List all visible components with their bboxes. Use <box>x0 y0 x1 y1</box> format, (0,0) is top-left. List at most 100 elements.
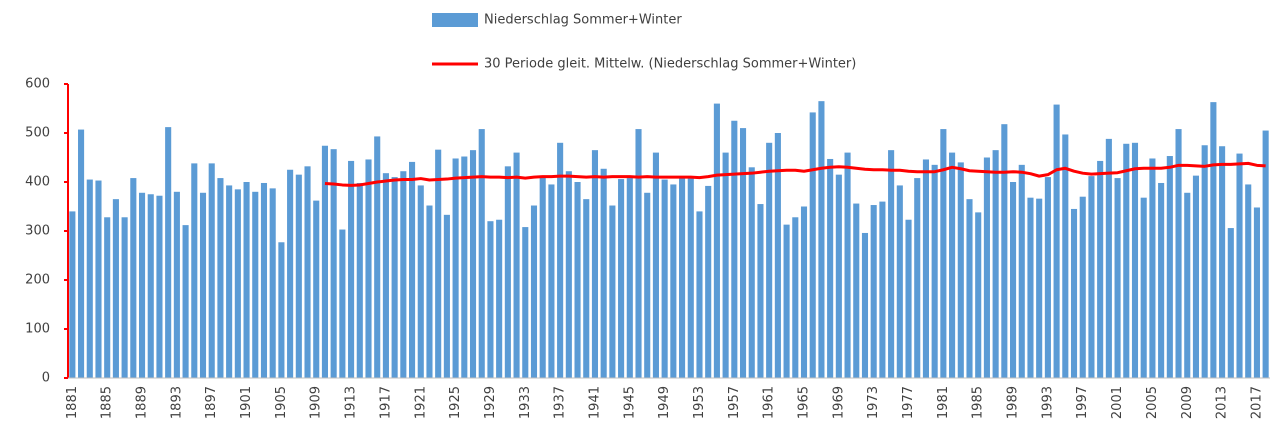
bar <box>957 162 964 378</box>
bar <box>591 150 599 378</box>
bar <box>278 242 285 378</box>
x-tick-label: 1953 <box>692 386 707 419</box>
bar <box>1227 228 1234 378</box>
y-tick-label: 400 <box>25 175 50 190</box>
bar <box>949 152 956 378</box>
bar <box>1140 197 1147 378</box>
bar <box>339 229 346 378</box>
bar <box>879 201 886 378</box>
bar <box>252 191 259 378</box>
bar <box>905 219 912 378</box>
bar <box>731 120 738 378</box>
bar <box>530 205 538 378</box>
bar <box>243 182 250 378</box>
legend-label: 30 Periode gleit. Mittelw. (Niederschlag… <box>484 57 856 72</box>
bar <box>975 212 982 378</box>
bar <box>217 178 224 378</box>
bar <box>461 156 468 378</box>
x-tick-label: 1925 <box>448 386 463 419</box>
bar <box>705 185 712 378</box>
bar <box>130 178 137 378</box>
x-tick-label: 2005 <box>1145 386 1160 419</box>
bar <box>504 166 511 378</box>
bar <box>295 174 302 378</box>
bar <box>86 179 93 378</box>
bar <box>374 136 381 378</box>
x-tick-label: 1921 <box>413 386 428 419</box>
bar <box>522 227 529 378</box>
bar <box>844 152 851 378</box>
bar <box>165 127 172 379</box>
bar <box>722 152 729 378</box>
bar <box>914 178 921 378</box>
x-tick-label: 1905 <box>274 386 289 419</box>
bar <box>766 142 773 378</box>
bar <box>1245 184 1252 378</box>
x-tick-label: 1929 <box>483 386 498 419</box>
bar <box>191 163 198 378</box>
x-tick-label: 1945 <box>622 386 637 419</box>
bar <box>835 174 842 378</box>
bar <box>818 101 825 379</box>
x-tick-label: 1993 <box>1040 386 1055 419</box>
bar <box>1070 208 1078 378</box>
bar <box>1097 160 1104 378</box>
x-tick-label: 2013 <box>1215 386 1230 419</box>
bar <box>513 152 520 378</box>
bar <box>652 152 659 378</box>
bar <box>748 167 755 378</box>
bar <box>226 185 233 378</box>
bar <box>1158 182 1165 378</box>
x-tick-label: 2017 <box>1249 386 1264 419</box>
bar <box>417 185 424 378</box>
bar <box>1201 145 1208 378</box>
x-tick-label: 1985 <box>971 386 986 419</box>
bar <box>583 199 590 378</box>
x-tick-label: 1933 <box>518 386 533 419</box>
bar <box>809 112 816 379</box>
bar <box>1210 102 1217 378</box>
bar <box>208 163 215 378</box>
x-tick-label: 1969 <box>831 386 846 419</box>
bar <box>800 206 808 378</box>
x-tick-label: 1889 <box>135 386 150 419</box>
bar <box>670 184 677 378</box>
bar <box>356 182 363 378</box>
bar <box>548 184 555 378</box>
bar <box>966 199 973 378</box>
x-tick-label: 1997 <box>1075 386 1090 419</box>
bar <box>600 168 607 378</box>
bar <box>435 149 442 378</box>
legend-swatch <box>432 13 478 27</box>
y-tick-label: 600 <box>25 77 50 92</box>
bar <box>983 157 990 378</box>
bar <box>1166 156 1173 378</box>
bar <box>313 200 320 378</box>
bar <box>348 160 355 378</box>
bar <box>78 129 85 378</box>
bar <box>1175 129 1182 378</box>
bar <box>138 192 146 378</box>
bar <box>696 211 703 378</box>
bar <box>478 129 485 378</box>
bar <box>661 179 668 378</box>
x-tick-label: 1901 <box>239 386 254 419</box>
x-tick-label: 1937 <box>553 386 568 419</box>
bar <box>1253 207 1260 378</box>
bar <box>321 145 328 378</box>
bar <box>487 221 494 378</box>
bar <box>626 178 633 378</box>
bar <box>1088 176 1095 378</box>
bar <box>931 164 938 378</box>
x-tick-label: 1965 <box>797 386 812 419</box>
bar <box>95 180 102 378</box>
bar <box>783 224 790 378</box>
bar <box>1236 153 1243 378</box>
bar <box>1079 196 1086 378</box>
bar <box>304 166 311 378</box>
x-tick-label: 1989 <box>1006 386 1021 419</box>
bar <box>618 179 625 378</box>
bar <box>713 103 720 378</box>
bar <box>400 171 407 378</box>
